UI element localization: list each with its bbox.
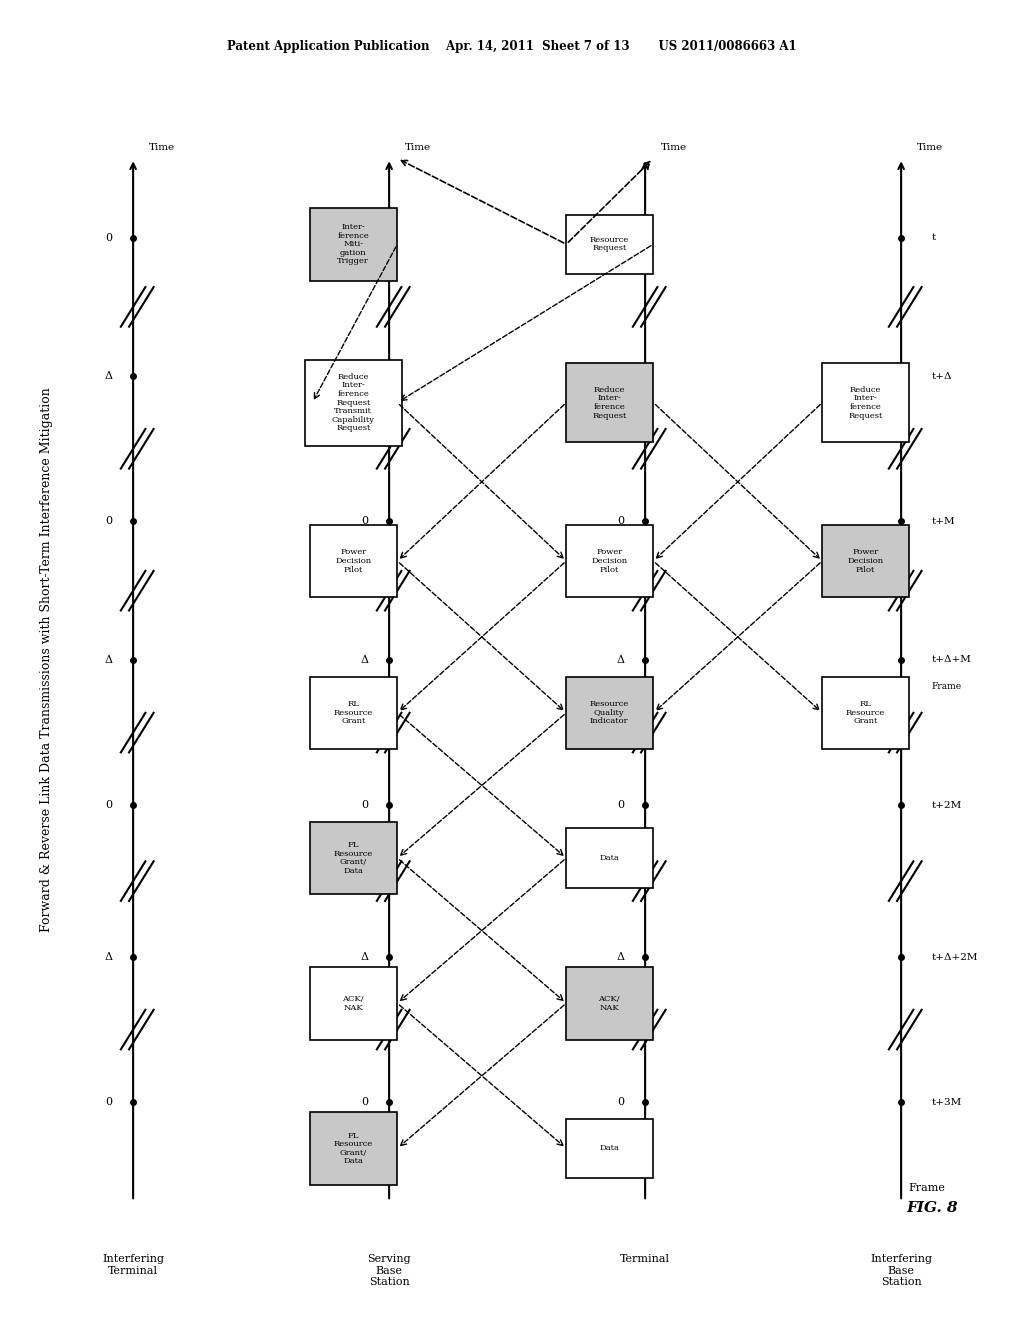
Text: 0: 0 <box>361 800 369 810</box>
Text: Power
Decision
Pilot: Power Decision Pilot <box>335 548 372 574</box>
FancyBboxPatch shape <box>565 214 653 275</box>
Text: t+Δ+2M: t+Δ+2M <box>932 953 978 961</box>
Text: Interfering
Terminal: Interfering Terminal <box>102 1254 164 1275</box>
Text: 0: 0 <box>617 1097 625 1107</box>
Text: t+Δ: t+Δ <box>932 372 952 380</box>
Text: Resource
Request: Resource Request <box>590 236 629 252</box>
FancyBboxPatch shape <box>309 966 397 1040</box>
Text: ACK/
NAK: ACK/ NAK <box>598 995 621 1011</box>
FancyBboxPatch shape <box>565 966 653 1040</box>
Text: Time: Time <box>660 143 687 152</box>
Text: Reduce
Inter-
ference
Request: Reduce Inter- ference Request <box>848 385 883 420</box>
Text: 0: 0 <box>617 516 625 527</box>
Text: 0: 0 <box>105 1097 113 1107</box>
Text: Serving
Base
Station: Serving Base Station <box>368 1254 411 1287</box>
Text: RL
Resource
Grant: RL Resource Grant <box>846 700 885 726</box>
Text: t: t <box>932 234 936 242</box>
Text: 0: 0 <box>361 516 369 527</box>
Text: Δ: Δ <box>360 952 369 962</box>
Text: Reduce
Inter-
ference
Request: Reduce Inter- ference Request <box>592 385 627 420</box>
FancyBboxPatch shape <box>565 524 653 597</box>
Text: Δ: Δ <box>616 952 625 962</box>
Text: Patent Application Publication    Apr. 14, 2011  Sheet 7 of 13       US 2011/008: Patent Application Publication Apr. 14, … <box>227 40 797 53</box>
FancyBboxPatch shape <box>565 363 653 442</box>
Text: Δ: Δ <box>616 371 625 381</box>
Text: Power
Decision
Pilot: Power Decision Pilot <box>591 548 628 574</box>
Text: Time: Time <box>916 143 943 152</box>
Text: Time: Time <box>404 143 431 152</box>
Text: Δ: Δ <box>104 655 113 665</box>
Text: 0: 0 <box>617 232 625 243</box>
FancyBboxPatch shape <box>309 1111 397 1185</box>
FancyBboxPatch shape <box>821 676 909 750</box>
Text: Δ: Δ <box>616 655 625 665</box>
Text: t+2M: t+2M <box>932 801 963 809</box>
Text: 0: 0 <box>105 516 113 527</box>
Text: 0: 0 <box>361 1097 369 1107</box>
Text: Inter-
ference
Miti-
gation
Trigger: Inter- ference Miti- gation Trigger <box>337 223 370 265</box>
Text: t+3M: t+3M <box>932 1098 963 1106</box>
Text: Δ: Δ <box>104 371 113 381</box>
Text: RL
Resource
Grant: RL Resource Grant <box>334 700 373 726</box>
Text: FIG. 8: FIG. 8 <box>906 1201 957 1214</box>
FancyBboxPatch shape <box>565 1118 653 1177</box>
Text: FL
Resource
Grant/
Data: FL Resource Grant/ Data <box>334 841 373 875</box>
Text: Reduce
Inter-
ference
Request
Transmit
Capability
Request: Reduce Inter- ference Request Transmit C… <box>332 372 375 433</box>
Text: Data: Data <box>599 1144 620 1152</box>
Text: Δ: Δ <box>104 952 113 962</box>
FancyBboxPatch shape <box>309 207 397 281</box>
Text: Frame: Frame <box>908 1183 945 1193</box>
Text: Time: Time <box>148 143 175 152</box>
FancyBboxPatch shape <box>309 821 397 895</box>
Text: t+M: t+M <box>932 517 955 525</box>
FancyBboxPatch shape <box>821 524 909 597</box>
FancyBboxPatch shape <box>565 829 653 888</box>
Text: 0: 0 <box>361 232 369 243</box>
Text: Δ: Δ <box>360 371 369 381</box>
Text: 0: 0 <box>105 800 113 810</box>
Text: Frame: Frame <box>932 682 962 690</box>
FancyBboxPatch shape <box>309 524 397 597</box>
Text: Forward & Reverse Link Data Transmissions with Short-Term Interference Mitigatio: Forward & Reverse Link Data Transmission… <box>40 388 52 932</box>
Text: Terminal: Terminal <box>621 1254 670 1265</box>
Text: t+Δ+M: t+Δ+M <box>932 656 972 664</box>
Text: ACK/
NAK: ACK/ NAK <box>342 995 365 1011</box>
Text: Resource
Quality
Indicator: Resource Quality Indicator <box>590 700 629 726</box>
Text: 0: 0 <box>105 232 113 243</box>
FancyBboxPatch shape <box>309 676 397 750</box>
Text: Power
Decision
Pilot: Power Decision Pilot <box>847 548 884 574</box>
FancyBboxPatch shape <box>821 363 909 442</box>
Text: Data: Data <box>599 854 620 862</box>
FancyBboxPatch shape <box>565 676 653 750</box>
FancyBboxPatch shape <box>305 359 401 446</box>
Text: 0: 0 <box>617 800 625 810</box>
Text: FL
Resource
Grant/
Data: FL Resource Grant/ Data <box>334 1131 373 1166</box>
Text: Interfering
Base
Station: Interfering Base Station <box>870 1254 932 1287</box>
Text: Δ: Δ <box>360 655 369 665</box>
